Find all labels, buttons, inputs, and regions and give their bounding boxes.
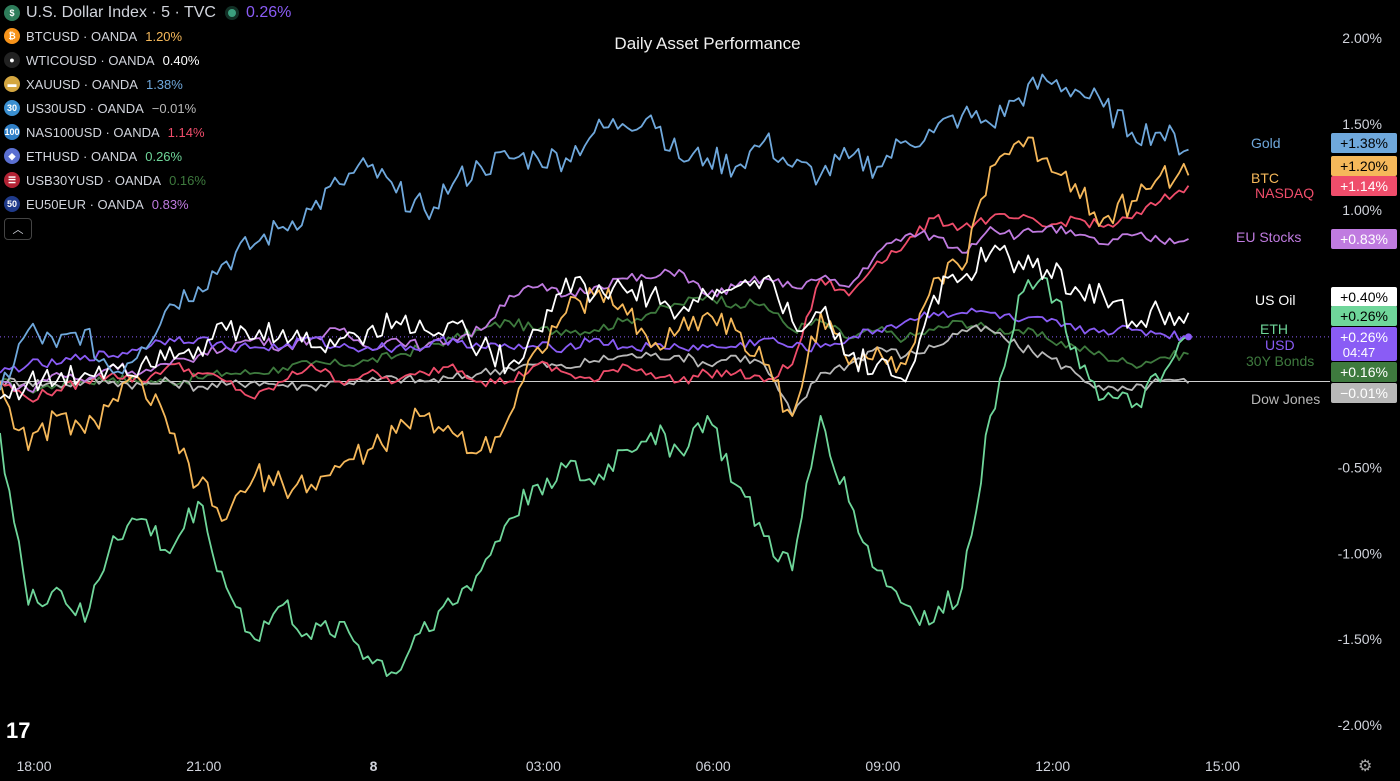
series-label: US Oil	[1255, 292, 1295, 308]
y-tick-label: -1.50%	[1338, 631, 1382, 647]
series-line-eth	[0, 276, 1189, 677]
symbol-badge-icon: ●	[4, 52, 20, 68]
x-tick-label: 03:00	[526, 758, 561, 774]
dollar-icon: $	[4, 5, 20, 21]
legend-item[interactable]: ◆ ETHUSD · OANDA 0.26%	[4, 144, 291, 168]
x-tick-label: 18:00	[16, 758, 51, 774]
legend-item-label: NAS100USD · OANDA	[26, 124, 160, 140]
series-label: BTC	[1251, 170, 1279, 186]
series-line-gold	[0, 73, 1189, 391]
legend-item[interactable]: 30 US30USD · OANDA −0.01%	[4, 96, 291, 120]
price-tag-label: +0.83%	[1340, 231, 1388, 247]
price-tag	[1331, 133, 1397, 153]
legend-item-label: EU50EUR · OANDA	[26, 196, 144, 212]
usd-countdown: 04:47	[1343, 345, 1376, 360]
legend-item-label: BTCUSD · OANDA	[26, 28, 138, 44]
price-tag	[1331, 362, 1397, 382]
x-tick-label: 8	[370, 758, 378, 774]
y-tick-label: -1.00%	[1338, 545, 1382, 561]
series-line-usd	[0, 307, 1189, 374]
legend-item[interactable]: ▬ XAUUSD · OANDA 1.38%	[4, 72, 291, 96]
legend-item-value: 1.38%	[145, 76, 183, 92]
symbol-badge-icon: ▬	[4, 76, 20, 92]
symbol-badge-icon: 30	[4, 100, 20, 116]
legend-item[interactable]: 100 NAS100USD · OANDA 1.14%	[4, 120, 291, 144]
legend-main-value: 0.26%	[245, 4, 292, 21]
chart-title: Daily Asset Performance	[614, 34, 801, 53]
price-tag	[1331, 156, 1397, 176]
price-tag	[1331, 287, 1397, 307]
price-tag-label: +0.26%	[1340, 329, 1388, 345]
legend-item-value: 1.14%	[167, 124, 205, 140]
legend-item[interactable]: ₿ BTCUSD · OANDA 1.20%	[4, 24, 291, 48]
price-tag	[1331, 229, 1397, 249]
price-tag-label: +0.16%	[1340, 364, 1388, 380]
legend-item[interactable]: ● WTICOUSD · OANDA 0.40%	[4, 48, 291, 72]
legend-main: $ U.S. Dollar Index · 5 · TVC 0.26%	[4, 2, 291, 24]
price-tag	[1331, 327, 1397, 361]
series-label: USD	[1265, 337, 1295, 353]
legend-item-label: USB30YUSD · OANDA	[26, 172, 162, 188]
price-tag-label: −0.01%	[1340, 385, 1388, 401]
legend-item[interactable]: 50 EU50EUR · OANDA 0.83%	[4, 192, 291, 216]
y-tick-label: 2.00%	[1342, 30, 1382, 46]
y-tick-label: 1.50%	[1342, 116, 1382, 132]
price-tag	[1331, 176, 1397, 196]
legend-item-label: ETHUSD · OANDA	[26, 148, 138, 164]
chevron-up-icon[interactable]: ︿	[4, 218, 32, 240]
symbol-badge-icon: ₿	[4, 28, 20, 44]
series-line-nasdaq	[0, 185, 1190, 403]
price-tag	[1331, 383, 1397, 403]
legend-item-value: 0.26%	[145, 148, 183, 164]
series-label: EU Stocks	[1236, 229, 1301, 245]
price-tag-label: +1.38%	[1340, 135, 1388, 151]
symbol-badge-icon: 100	[4, 124, 20, 140]
price-tag-label: +1.14%	[1340, 178, 1388, 194]
series-label: ETH	[1260, 321, 1288, 337]
series-label: Gold	[1251, 135, 1281, 151]
legend-item-value: −0.01%	[151, 100, 197, 116]
legend-item-value: 1.20%	[145, 28, 183, 44]
legend-item-value: 0.16%	[169, 172, 206, 188]
x-tick-label: 21:00	[186, 758, 221, 774]
y-tick-label: 1.00%	[1342, 202, 1382, 218]
usd-last-point	[1185, 333, 1193, 341]
legend-item-label: WTICOUSD · OANDA	[26, 52, 155, 68]
x-tick-label: 09:00	[865, 758, 900, 774]
symbol-badge-icon: 50	[4, 196, 20, 212]
legend-item-value: 0.40%	[162, 52, 200, 68]
market-open-dot-icon	[227, 9, 236, 17]
legend-item-label: US30USD · OANDA	[26, 100, 144, 116]
gear-icon[interactable]: ⚙	[1358, 758, 1373, 775]
y-tick-label: -0.50%	[1338, 459, 1382, 475]
price-tag	[1331, 306, 1397, 326]
series-label: NASDAQ	[1255, 185, 1314, 201]
legend-item[interactable]: ☰ USB30YUSD · OANDA 0.16%	[4, 168, 291, 192]
x-tick-label: 12:00	[1035, 758, 1070, 774]
series-label: 30Y Bonds	[1246, 353, 1314, 369]
x-tick-label: 06:00	[696, 758, 731, 774]
symbol-badge-icon: ☰	[4, 172, 20, 188]
series-line-us-oil	[0, 244, 1190, 401]
series-label: Dow Jones	[1251, 391, 1320, 407]
tradingview-logo: 17	[6, 718, 31, 743]
legend-item-label: XAUUSD · OANDA	[26, 76, 138, 92]
series-line-dow-jones	[0, 324, 1190, 417]
series-line-eu-stocks	[0, 224, 1189, 393]
y-tick-label: -2.00%	[1338, 717, 1382, 733]
legend-main-label: U.S. Dollar Index · 5 · TVC	[26, 4, 216, 21]
legend: $ U.S. Dollar Index · 5 · TVC 0.26% ₿ BTC…	[4, 2, 291, 216]
legend-item-value: 0.83%	[151, 196, 189, 212]
price-tag-label: +0.26%	[1340, 308, 1388, 324]
price-tag-label: +1.20%	[1340, 158, 1388, 174]
price-tag-label: +0.40%	[1340, 289, 1388, 305]
symbol-badge-icon: ◆	[4, 148, 20, 164]
x-tick-label: 15:00	[1205, 758, 1240, 774]
